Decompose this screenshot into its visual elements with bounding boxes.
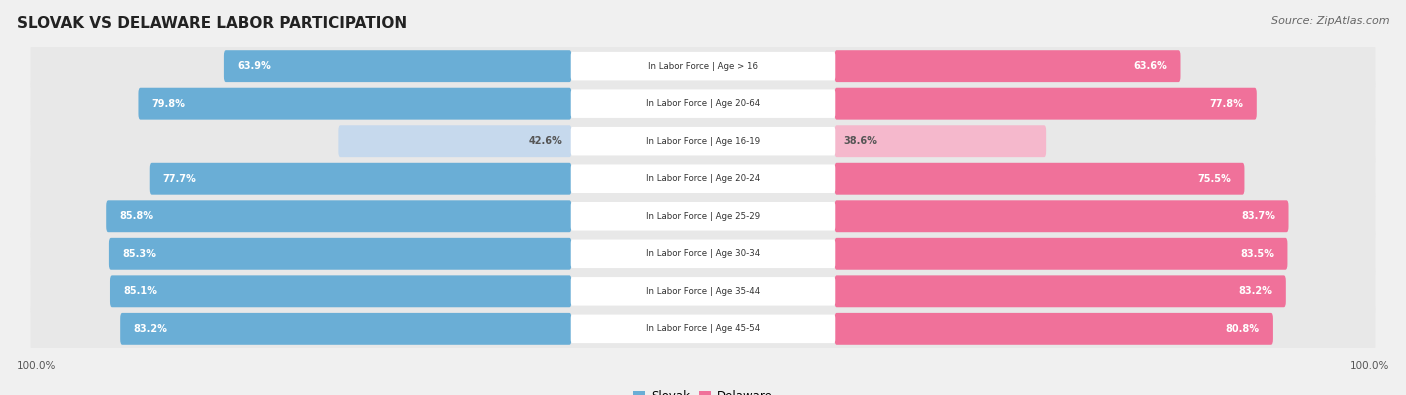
Text: 38.6%: 38.6% (844, 136, 877, 146)
FancyBboxPatch shape (108, 238, 571, 270)
FancyBboxPatch shape (31, 75, 1375, 132)
FancyBboxPatch shape (31, 300, 1375, 357)
FancyBboxPatch shape (835, 313, 1272, 345)
Text: In Labor Force | Age 30-34: In Labor Force | Age 30-34 (645, 249, 761, 258)
Text: 85.1%: 85.1% (124, 286, 157, 296)
Text: In Labor Force | Age 35-44: In Labor Force | Age 35-44 (645, 287, 761, 296)
Text: 100.0%: 100.0% (1350, 361, 1389, 371)
FancyBboxPatch shape (835, 50, 1181, 82)
FancyBboxPatch shape (835, 125, 1046, 157)
Text: 83.7%: 83.7% (1241, 211, 1275, 221)
FancyBboxPatch shape (835, 88, 1257, 120)
FancyBboxPatch shape (107, 200, 571, 232)
Text: 77.7%: 77.7% (163, 174, 197, 184)
Text: In Labor Force | Age 25-29: In Labor Force | Age 25-29 (645, 212, 761, 221)
FancyBboxPatch shape (571, 89, 835, 118)
FancyBboxPatch shape (31, 263, 1375, 320)
Text: 83.2%: 83.2% (134, 324, 167, 334)
FancyBboxPatch shape (138, 88, 571, 120)
Text: 85.8%: 85.8% (120, 211, 153, 221)
Text: 79.8%: 79.8% (152, 99, 186, 109)
FancyBboxPatch shape (571, 127, 835, 156)
Text: 63.6%: 63.6% (1133, 61, 1167, 71)
FancyBboxPatch shape (31, 225, 1375, 282)
FancyBboxPatch shape (31, 113, 1375, 170)
FancyBboxPatch shape (31, 188, 1375, 245)
FancyBboxPatch shape (835, 238, 1288, 270)
Text: 83.2%: 83.2% (1239, 286, 1272, 296)
Text: 63.9%: 63.9% (238, 61, 271, 71)
Text: 85.3%: 85.3% (122, 249, 156, 259)
FancyBboxPatch shape (571, 52, 835, 81)
Text: Source: ZipAtlas.com: Source: ZipAtlas.com (1271, 16, 1389, 26)
FancyBboxPatch shape (150, 163, 571, 195)
FancyBboxPatch shape (31, 38, 1375, 95)
Text: 42.6%: 42.6% (529, 136, 562, 146)
FancyBboxPatch shape (571, 277, 835, 306)
Text: In Labor Force | Age 20-64: In Labor Force | Age 20-64 (645, 99, 761, 108)
Text: In Labor Force | Age 16-19: In Labor Force | Age 16-19 (645, 137, 761, 146)
Text: 77.8%: 77.8% (1209, 99, 1244, 109)
FancyBboxPatch shape (31, 150, 1375, 207)
Text: SLOVAK VS DELAWARE LABOR PARTICIPATION: SLOVAK VS DELAWARE LABOR PARTICIPATION (17, 16, 406, 31)
Text: In Labor Force | Age 20-24: In Labor Force | Age 20-24 (645, 174, 761, 183)
FancyBboxPatch shape (571, 202, 835, 231)
FancyBboxPatch shape (224, 50, 571, 82)
Legend: Slovak, Delaware: Slovak, Delaware (628, 385, 778, 395)
Text: In Labor Force | Age 45-54: In Labor Force | Age 45-54 (645, 324, 761, 333)
Text: 83.5%: 83.5% (1240, 249, 1274, 259)
FancyBboxPatch shape (339, 125, 571, 157)
Text: 80.8%: 80.8% (1226, 324, 1260, 334)
FancyBboxPatch shape (571, 164, 835, 193)
Text: 100.0%: 100.0% (17, 361, 56, 371)
FancyBboxPatch shape (571, 314, 835, 343)
FancyBboxPatch shape (835, 163, 1244, 195)
FancyBboxPatch shape (835, 200, 1288, 232)
FancyBboxPatch shape (110, 275, 571, 307)
Text: In Labor Force | Age > 16: In Labor Force | Age > 16 (648, 62, 758, 71)
FancyBboxPatch shape (571, 239, 835, 268)
Text: 75.5%: 75.5% (1198, 174, 1232, 184)
FancyBboxPatch shape (120, 313, 571, 345)
FancyBboxPatch shape (835, 275, 1286, 307)
